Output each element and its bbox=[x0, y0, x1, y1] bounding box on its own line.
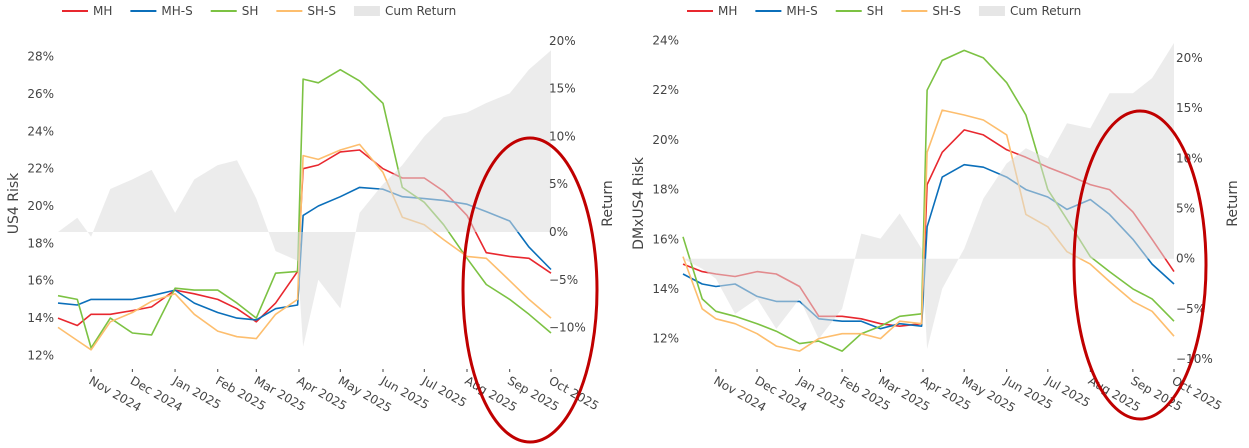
highlight-ellipse bbox=[461, 136, 599, 444]
chart-1: MH MH-S SH SH-S Cum Return 12% 14% 16% 18% 20% 22%… bbox=[6, 4, 616, 444]
y2-tick-label: 10% bbox=[549, 129, 576, 143]
y2-tick-label: 15% bbox=[549, 82, 576, 96]
y-tick-label: 26% bbox=[27, 87, 54, 101]
y-tick-label: 12% bbox=[27, 348, 54, 362]
highlight-ellipse bbox=[1072, 109, 1208, 421]
y2-tick-label: −10% bbox=[549, 321, 586, 335]
y2-tick-label: −5% bbox=[549, 273, 578, 287]
legend: MH MH-S SH SH-S Cum Return bbox=[62, 4, 456, 18]
y-tick-label: 24% bbox=[27, 124, 54, 138]
y-tick-label: 16% bbox=[27, 274, 54, 288]
y2-tick-label: 15% bbox=[1176, 101, 1203, 115]
y2-tick-label: 0% bbox=[1176, 252, 1195, 266]
y-axis-title: DMxUS4 Risk bbox=[631, 156, 647, 250]
legend-item: Cum Return bbox=[978, 4, 1081, 18]
y2-tick-label: 20% bbox=[549, 34, 576, 48]
legend-swatch-cum-return bbox=[978, 6, 1005, 16]
legend: MH MH-S SH SH-S Cum Return bbox=[687, 4, 1081, 18]
y-tick-label: 22% bbox=[27, 162, 54, 176]
y2-tick-label: 5% bbox=[549, 177, 568, 191]
legend-label: MH-S bbox=[786, 4, 817, 18]
legend-item: MH-S bbox=[130, 4, 193, 18]
y2-tick-label: 10% bbox=[1176, 151, 1203, 165]
y-tick-label: 20% bbox=[652, 133, 679, 147]
legend-label: MH bbox=[718, 4, 737, 18]
legend-item: MH bbox=[62, 4, 112, 18]
y2-tick-label: 5% bbox=[1176, 202, 1195, 216]
cum-return-area bbox=[683, 43, 1174, 349]
cum-return-area bbox=[58, 50, 551, 347]
legend-label: Cum Return bbox=[1010, 4, 1081, 18]
y-tick-label: 16% bbox=[652, 232, 679, 246]
legend-item: SH bbox=[835, 4, 884, 18]
legend-item: MH bbox=[687, 4, 737, 18]
chart-2: MH MH-S SH SH-S Cum Return 12% 14% 16% 18% 20% 22%… bbox=[631, 4, 1241, 421]
y2-tick-label: 20% bbox=[1176, 51, 1203, 65]
y2-axis-title: Return bbox=[600, 180, 616, 226]
y-tick-label: 24% bbox=[652, 33, 679, 47]
series-line-sh-s bbox=[57, 143, 552, 351]
y-tick-label: 12% bbox=[652, 332, 679, 346]
legend-label: SH bbox=[242, 4, 259, 18]
y2-tick-label: 0% bbox=[549, 225, 568, 239]
y-axis-title: US4 Risk bbox=[6, 172, 22, 234]
y-tick-label: 18% bbox=[652, 183, 679, 197]
y2-axis-title: Return bbox=[1225, 180, 1241, 226]
legend-item: MH-S bbox=[755, 4, 818, 18]
legend-item: Cum Return bbox=[353, 4, 456, 18]
legend-label: SH-S bbox=[932, 4, 961, 18]
legend-swatch-cum-return bbox=[353, 6, 380, 16]
legend-item: SH-S bbox=[276, 4, 336, 18]
legend-label: SH bbox=[867, 4, 884, 18]
series-line-sh-s bbox=[682, 109, 1175, 352]
legend-item: SH bbox=[210, 4, 259, 18]
y-tick-label: 14% bbox=[652, 282, 679, 296]
legend-label: MH bbox=[93, 4, 112, 18]
y2-tick-label: −10% bbox=[1176, 352, 1213, 366]
legend-item: SH-S bbox=[901, 4, 961, 18]
y-tick-label: 28% bbox=[27, 50, 54, 64]
legend-label: SH-S bbox=[307, 4, 336, 18]
y-tick-label: 14% bbox=[27, 311, 54, 325]
y-tick-label: 22% bbox=[652, 83, 679, 97]
y-tick-label: 20% bbox=[27, 199, 54, 213]
y2-tick-label: −5% bbox=[1176, 302, 1205, 316]
y-tick-label: 18% bbox=[27, 236, 54, 250]
legend-label: Cum Return bbox=[385, 4, 456, 18]
legend-label: MH-S bbox=[161, 4, 192, 18]
